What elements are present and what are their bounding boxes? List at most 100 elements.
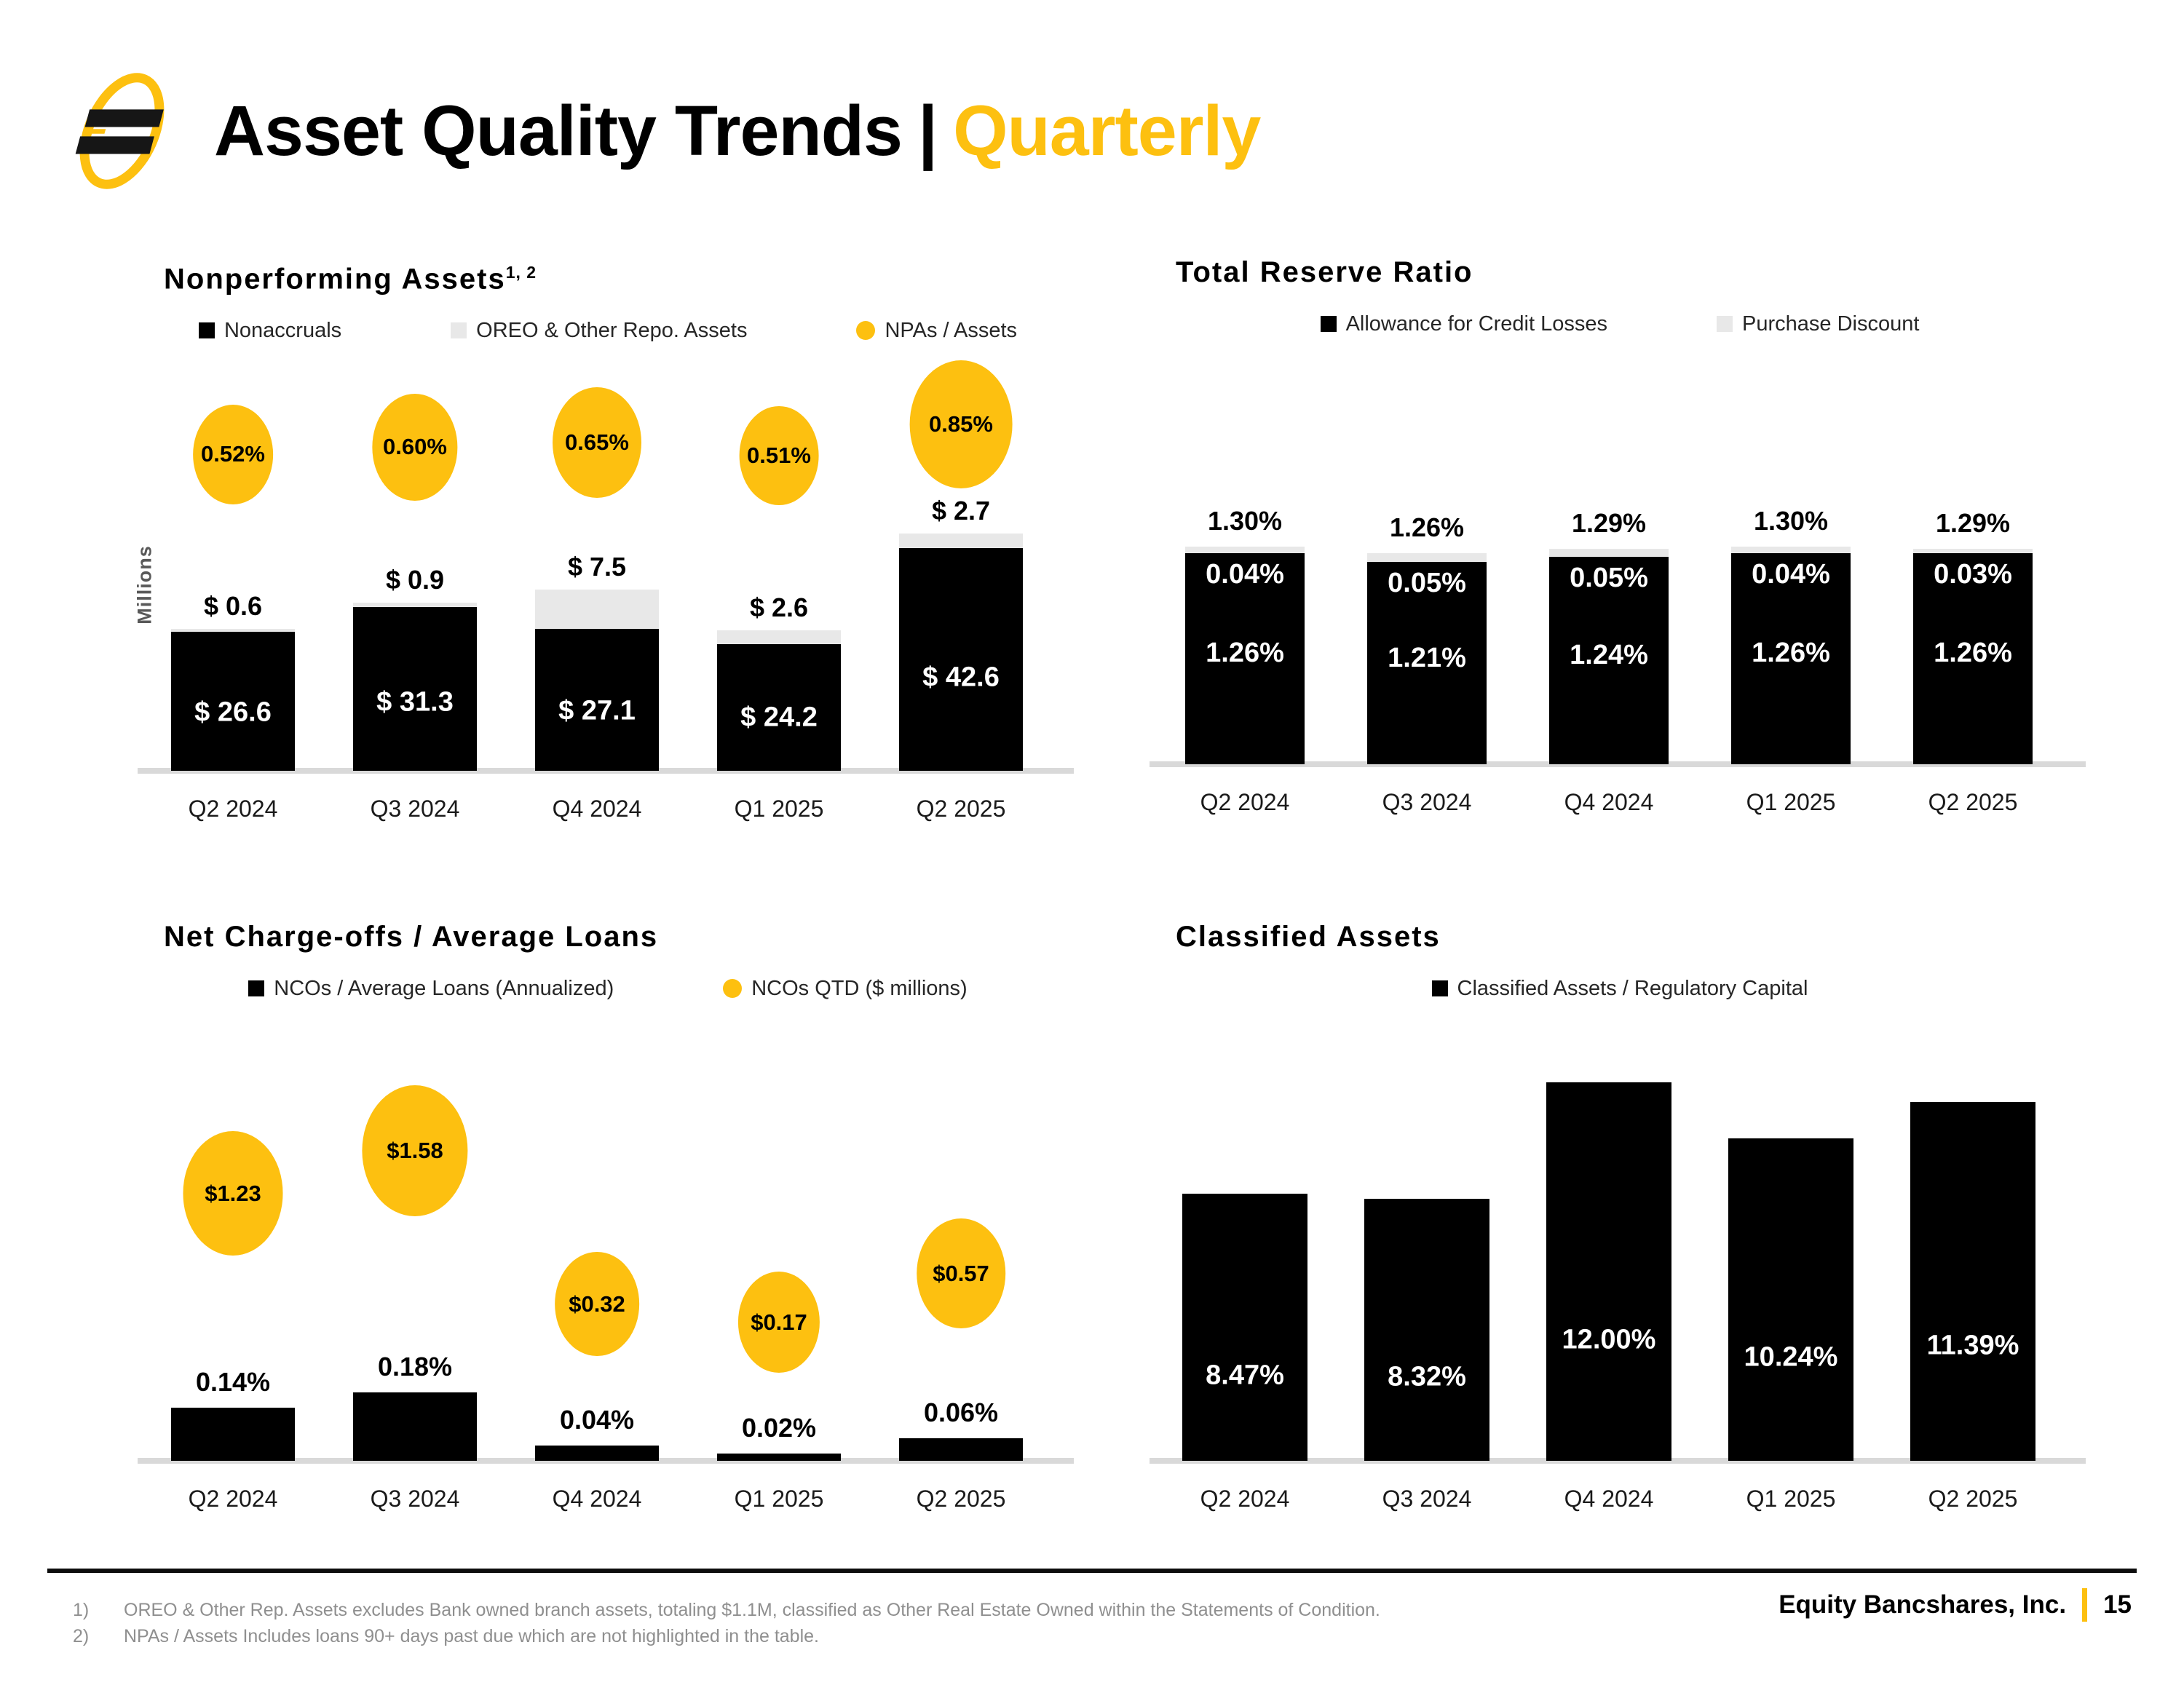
bar-top-label: 1.30% (1207, 506, 1283, 536)
bar-segment-nonaccruals: $ 26.6 (171, 631, 295, 772)
bar-segment-main: 0.05% 1.24% (1549, 557, 1669, 764)
bar-stack: 8.47% (1182, 1194, 1307, 1461)
bar-segment-main: 0.05% 1.21% (1367, 561, 1487, 764)
bar-top-label: 0.04% (559, 1405, 635, 1435)
chart-column: $ 42.6 $ 2.7 0.85% Q2 2025 (870, 360, 1052, 822)
bar-segment-main: 12.00% (1546, 1082, 1671, 1461)
legend-item: Purchase Discount (1717, 312, 1919, 336)
axis-baseline (1150, 1458, 2086, 1464)
slide-header: Asset Quality Trends | Quarterly (55, 58, 1261, 204)
bar-segment-oreo (717, 630, 841, 645)
ratio-bubble: $0.32 (555, 1251, 639, 1357)
ratio-bubble: 0.60% (372, 394, 458, 501)
acl-value-label: 1.26% (1206, 638, 1284, 669)
chart-column: 0.06% $0.57 Q2 2025 (870, 1059, 1052, 1512)
bar-top-label: 1.29% (1935, 507, 2011, 538)
acl-value-label: 1.24% (1570, 640, 1648, 671)
chart-column: 10.24% Q1 2025 (1700, 1059, 1882, 1512)
bar-stack: 0.04% 1.26% (1185, 547, 1305, 764)
bar-value-label: $ 26.6 (194, 697, 272, 728)
x-axis-label: Q1 2025 (1746, 1486, 1836, 1512)
x-axis-label: Q3 2024 (370, 1486, 460, 1512)
legend-classified-assets: Classified Assets / Regulatory Capital (1154, 976, 2086, 1001)
chart-column: 0.02% $0.17 Q1 2025 (688, 1059, 870, 1512)
chart-column: 0.04% 1.26% 1.30% Q1 2025 (1700, 371, 1882, 815)
bubble-value-label: 0.65% (565, 429, 629, 456)
chart-net-charge-offs: Net Charge-offs / Average Loans NCOs / A… (138, 919, 1074, 1512)
bar-stack: 8.32% (1364, 1198, 1489, 1461)
bar-top-label: 0.06% (923, 1397, 999, 1427)
bar-segment-main: 0.03% 1.26% (1913, 553, 2033, 764)
bar-top-label: $ 2.6 (749, 592, 809, 623)
bar-top-label: 0.14% (195, 1366, 271, 1397)
bar-value-label: $ 24.2 (740, 702, 818, 733)
bar-segment-purchase-discount (1913, 548, 2033, 554)
axis-baseline (1150, 761, 2086, 767)
logo-bar-top (84, 109, 164, 127)
legend-item: Classified Assets / Regulatory Capital (1431, 977, 1808, 1001)
legend-square-marker (198, 322, 215, 339)
axis-baseline (138, 768, 1074, 774)
bubble-value-label: $0.57 (933, 1260, 989, 1286)
bar-top-label: 1.26% (1389, 512, 1465, 543)
chart-column: $ 24.2 $ 2.6 0.51% Q1 2025 (688, 378, 870, 822)
legend-label: Purchase Discount (1742, 312, 1920, 336)
bar-segment-purchase-discount (1731, 547, 1851, 554)
acl-value-label: 1.21% (1388, 643, 1466, 674)
bar-segment-nonaccruals: $ 42.6 (899, 547, 1023, 772)
page-title-separator: | (917, 91, 938, 170)
x-axis-label: Q4 2024 (552, 796, 642, 822)
x-axis-label: Q2 2025 (916, 796, 1006, 822)
chart-column: $ 27.1 $ 7.5 0.65% Q4 2024 (506, 378, 688, 822)
bar-top-label: $ 0.9 (385, 564, 445, 595)
chart-classified-assets: Classified Assets Classified Assets / Re… (1150, 919, 2086, 1512)
bubble-value-label: $1.23 (205, 1180, 261, 1206)
bar-stack: 0.05% 1.21% (1367, 553, 1487, 764)
bar-value-label: $ 42.6 (922, 662, 1000, 692)
chart-title-text: Nonperforming Assets (164, 263, 506, 296)
bar-stack: 10.24% (1728, 1138, 1853, 1461)
legend-square-marker (1320, 316, 1337, 332)
legend-item: Allowance for Credit Losses (1320, 312, 1608, 336)
bubble-value-label: $0.32 (569, 1290, 625, 1317)
ratio-bubble: $1.58 (362, 1085, 468, 1217)
ratio-bubble: $1.23 (183, 1131, 283, 1256)
x-axis-label: Q2 2024 (1200, 789, 1290, 815)
purchase-discount-value-label: 0.05% (1388, 567, 1466, 598)
legend-label: NCOs QTD ($ millions) (751, 976, 968, 1000)
plot-classified-assets: 8.47% Q2 2024 8.32% Q3 2024 12.00% Q4 2024 10.… (1150, 1059, 2086, 1512)
bar-segment-oreo (899, 534, 1023, 548)
chart-column: 8.32% Q3 2024 (1336, 1059, 1518, 1512)
legend-item: Nonaccruals (198, 319, 341, 343)
bar-segment-main (535, 1446, 659, 1461)
chart-column: 0.18% $1.58 Q3 2024 (324, 1059, 506, 1512)
bar-segment-main: 8.32% (1364, 1198, 1489, 1461)
bar-top-label: $ 0.6 (203, 590, 263, 621)
x-axis-label: Q2 2025 (1928, 789, 2018, 815)
bubble-value-label: 0.52% (201, 441, 265, 467)
chart-column: 0.04% $0.32 Q4 2024 (506, 1059, 688, 1512)
legend-label: NPAs / Assets (885, 318, 1018, 342)
legend-circle-marker (723, 979, 743, 998)
legend-label: Allowance for Credit Losses (1345, 312, 1608, 336)
bar-stack: 0.04% 1.26% (1731, 547, 1851, 764)
x-axis-label: Q4 2024 (1564, 1486, 1654, 1512)
page-number: 15 (2103, 1590, 2132, 1619)
bar-segment-main: 0.04% 1.26% (1185, 553, 1305, 764)
chart-column: 0.03% 1.26% 1.29% Q2 2025 (1882, 371, 2064, 815)
x-axis-label: Q4 2024 (1564, 789, 1654, 815)
legend-square-marker (248, 980, 265, 996)
ratio-bubble: 0.65% (553, 386, 641, 499)
bar-segment-purchase-discount (1549, 548, 1669, 558)
legend-item: NCOs QTD ($ millions) (723, 976, 968, 1001)
ratio-bubble: $0.17 (737, 1271, 820, 1373)
chart-total-reserve-ratio: Total Reserve Ratio Allowance for Credit… (1150, 255, 2086, 815)
legend-square-marker (451, 322, 467, 339)
x-axis-label: Q2 2024 (188, 796, 278, 822)
x-axis-label: Q1 2025 (734, 796, 824, 822)
bar-top-label: $ 7.5 (567, 552, 627, 582)
chart-column: $ 26.6 $ 0.6 0.52% Q2 2024 (142, 378, 324, 822)
footnote-1-number: 1) (73, 1600, 90, 1620)
ratio-bubble: $0.57 (917, 1218, 1005, 1329)
